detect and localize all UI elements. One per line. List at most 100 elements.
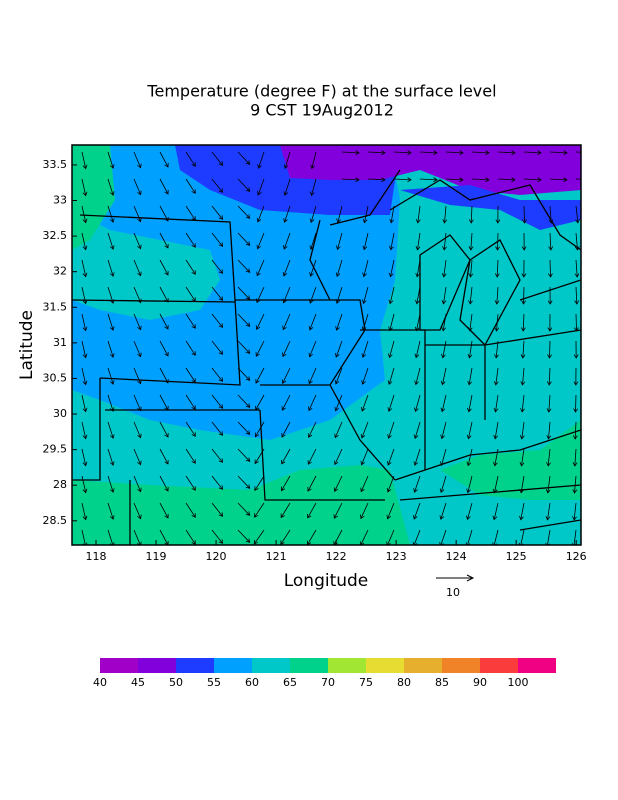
wind-arrow	[133, 502, 142, 519]
wind-arrow	[282, 367, 291, 384]
wind-arrowhead	[137, 460, 142, 466]
wind-arrow	[211, 178, 223, 193]
field-65-70	[440, 420, 581, 500]
wind-arrowhead	[191, 540, 196, 545]
wind-arrow	[548, 367, 551, 385]
wind-arrow	[337, 232, 343, 250]
wind-arrowhead	[546, 462, 551, 467]
reference-arrowhead	[466, 574, 475, 582]
wind-arrowhead	[495, 246, 501, 251]
wind-arrowhead	[413, 514, 418, 520]
wind-arrowhead	[245, 322, 251, 327]
colorbar-box	[290, 658, 328, 673]
wind-arrowhead	[466, 488, 471, 494]
wind-arrowhead	[335, 352, 340, 358]
wind-arrowhead	[415, 219, 421, 224]
wind-arrow	[237, 421, 251, 435]
wind-arrowhead	[574, 300, 580, 305]
colorbar-box	[366, 658, 404, 673]
wind-arrowhead	[253, 539, 259, 545]
wind-arrow	[469, 313, 473, 331]
wind-arrow	[237, 313, 251, 327]
wind-arrowhead	[440, 380, 446, 386]
y-axis-label: Latitude	[17, 310, 37, 380]
wind-arrowhead	[82, 515, 88, 521]
wind-arrow	[159, 232, 169, 249]
wind-arrowhead	[245, 457, 251, 462]
wind-arrow	[211, 205, 223, 220]
wind-arrowhead	[309, 218, 315, 224]
wind-arrow	[334, 421, 343, 438]
wind-arrow	[256, 259, 265, 276]
wind-arrow	[523, 151, 541, 154]
wind-arrow	[522, 367, 525, 385]
wind-arrow	[307, 502, 317, 519]
wind-arrowhead	[281, 406, 286, 411]
wind-arrow	[81, 502, 87, 520]
colorbar-label: 45	[131, 676, 145, 689]
field-60-65	[72, 210, 220, 320]
wind-arrowhead	[254, 486, 259, 491]
wind-arrowhead	[255, 378, 260, 384]
wind-arrowhead	[388, 299, 394, 305]
wind-arrowhead	[547, 300, 553, 305]
y-tick-label: 32.5	[43, 229, 68, 242]
wind-arrowhead	[245, 376, 251, 381]
wind-arrowhead	[191, 513, 196, 518]
wind-arrowhead	[386, 487, 392, 493]
wind-arrow	[284, 205, 291, 223]
wind-arrow	[367, 178, 385, 181]
wind-arrow	[107, 151, 114, 169]
wind-arrowhead	[245, 268, 251, 273]
wind-arrow	[388, 394, 395, 412]
wind-arrowhead	[494, 327, 500, 332]
wind-arrowhead	[218, 215, 224, 220]
wind-arrowhead	[493, 461, 498, 467]
wind-arrow	[159, 529, 169, 545]
wind-arrowhead	[520, 408, 525, 413]
wind-arrowhead	[164, 351, 169, 357]
wind-arrowhead	[257, 164, 262, 169]
wind-arrowhead	[485, 177, 490, 183]
wind-arrowhead	[308, 352, 313, 358]
wind-arrowhead	[537, 150, 542, 156]
colorbar-box	[100, 658, 138, 673]
x-tick-label: 119	[146, 550, 167, 563]
wind-arrow	[389, 340, 395, 358]
wind-arrowhead	[335, 326, 340, 331]
wind-arrowhead	[441, 353, 446, 359]
wind-arrow	[211, 394, 223, 409]
colorbar-label: 70	[321, 676, 335, 689]
wind-arrowhead	[307, 460, 312, 465]
wind-arrowhead	[307, 513, 312, 519]
wind-arrowhead	[245, 241, 251, 246]
colorbar-label: 90	[473, 676, 487, 689]
wind-arrow	[281, 475, 291, 491]
wind-arrow	[440, 475, 447, 493]
wind-arrow	[467, 448, 473, 466]
wind-arrow	[185, 502, 196, 518]
wind-arrow	[255, 340, 265, 357]
wind-arrowhead	[218, 431, 224, 436]
wind-arrowhead	[336, 245, 341, 251]
wind-arrowhead	[282, 325, 287, 331]
wind-arrowhead	[257, 190, 262, 196]
wind-arrowhead	[109, 272, 115, 277]
wind-arrow	[254, 502, 265, 518]
field-65-70	[72, 145, 115, 250]
wind-arrowhead	[283, 218, 288, 223]
wind-arrowhead	[137, 352, 142, 358]
wind-arrow	[211, 421, 223, 436]
wind-arrow	[415, 394, 421, 412]
wind-arrowhead	[334, 379, 340, 385]
colorbar-box	[328, 658, 366, 673]
wind-arrowhead	[137, 271, 142, 277]
wind-arrow	[159, 313, 169, 330]
wind-arrow	[107, 421, 114, 439]
wind-arrow	[255, 394, 265, 411]
wind-arrowhead	[309, 272, 314, 277]
wind-arrowhead	[468, 219, 474, 224]
wind-arrow	[360, 502, 369, 519]
wind-arrow	[237, 502, 251, 516]
wind-arrowhead	[191, 405, 196, 410]
